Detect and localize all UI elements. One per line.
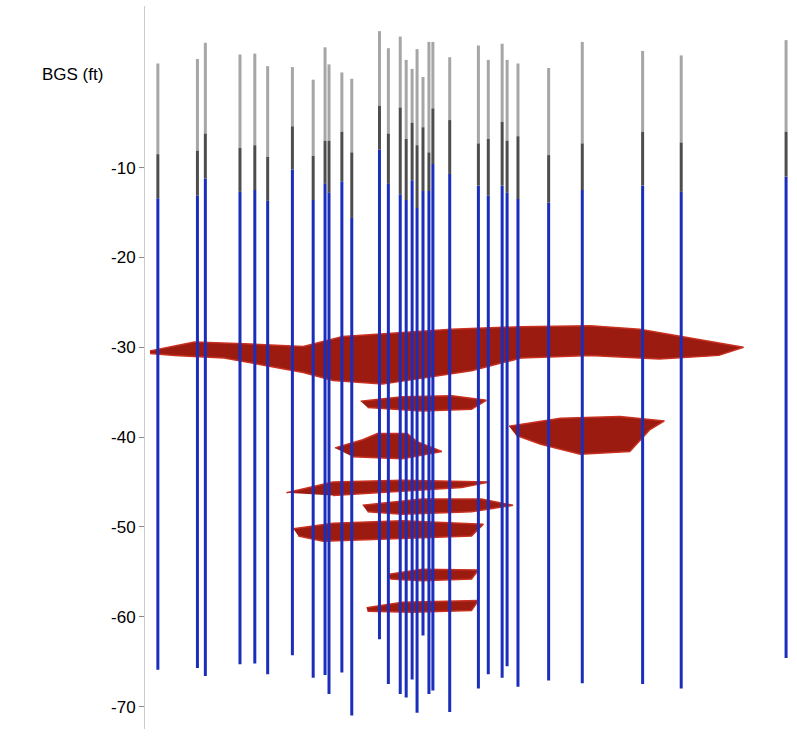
- svg-text:-30: -30: [111, 338, 136, 357]
- svg-text:-70: -70: [111, 698, 136, 717]
- svg-text:BGS (ft): BGS (ft): [42, 65, 103, 84]
- svg-text:-10: -10: [111, 159, 136, 178]
- svg-text:-20: -20: [111, 248, 136, 267]
- svg-text:-50: -50: [111, 518, 136, 537]
- svg-text:-60: -60: [111, 608, 136, 627]
- svg-text:-40: -40: [111, 428, 136, 447]
